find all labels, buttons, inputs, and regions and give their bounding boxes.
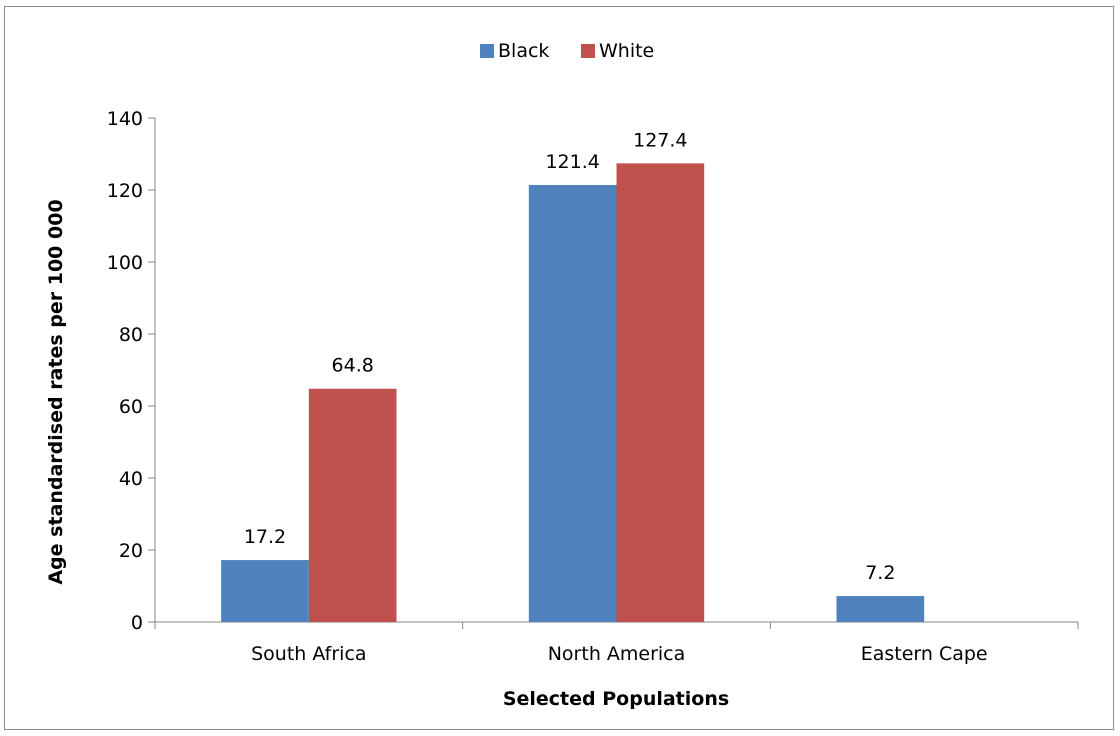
y-tick-label: 120: [107, 180, 143, 202]
legend-swatch-white: [581, 44, 595, 58]
data-label: 121.4: [545, 151, 599, 173]
bar-white-south-africa: [308, 388, 397, 622]
bar-black-north-america: [528, 184, 617, 622]
bars: [221, 163, 925, 623]
y-tick-label: 40: [119, 468, 143, 490]
data-label: 64.8: [332, 355, 374, 377]
legend-label-white: White: [599, 40, 654, 62]
bar-white-north-america: [616, 163, 705, 623]
legend-label-black: Black: [498, 40, 549, 62]
y-tick-label: 60: [119, 396, 143, 418]
value-labels: 17.2 64.8 121.4 127.4 7.2: [244, 129, 896, 584]
y-tick-label: 80: [119, 324, 143, 346]
data-label: 127.4: [633, 129, 687, 151]
bar-black-eastern-cape: [836, 596, 925, 622]
x-category-label: South Africa: [251, 643, 366, 665]
y-tick-label: 140: [107, 108, 143, 130]
y-tick-label: 0: [131, 612, 143, 634]
y-axis: 0 20 40 60 80 100 120 140: [107, 108, 156, 634]
x-category-label: North America: [548, 643, 686, 665]
y-axis-title: Age standardised rates per 100 000: [45, 199, 67, 584]
legend: Black White: [480, 40, 654, 62]
y-tick-label: 20: [119, 540, 143, 562]
x-axis: South Africa North America Eastern Cape: [154, 621, 1079, 665]
data-label: 17.2: [244, 526, 286, 548]
y-tick-label: 100: [107, 252, 143, 274]
legend-swatch-black: [480, 44, 494, 58]
x-axis-title: Selected Populations: [503, 688, 729, 710]
bar-black-south-africa: [221, 560, 309, 622]
x-category-label: Eastern Cape: [861, 643, 988, 665]
data-label: 7.2: [865, 562, 895, 584]
